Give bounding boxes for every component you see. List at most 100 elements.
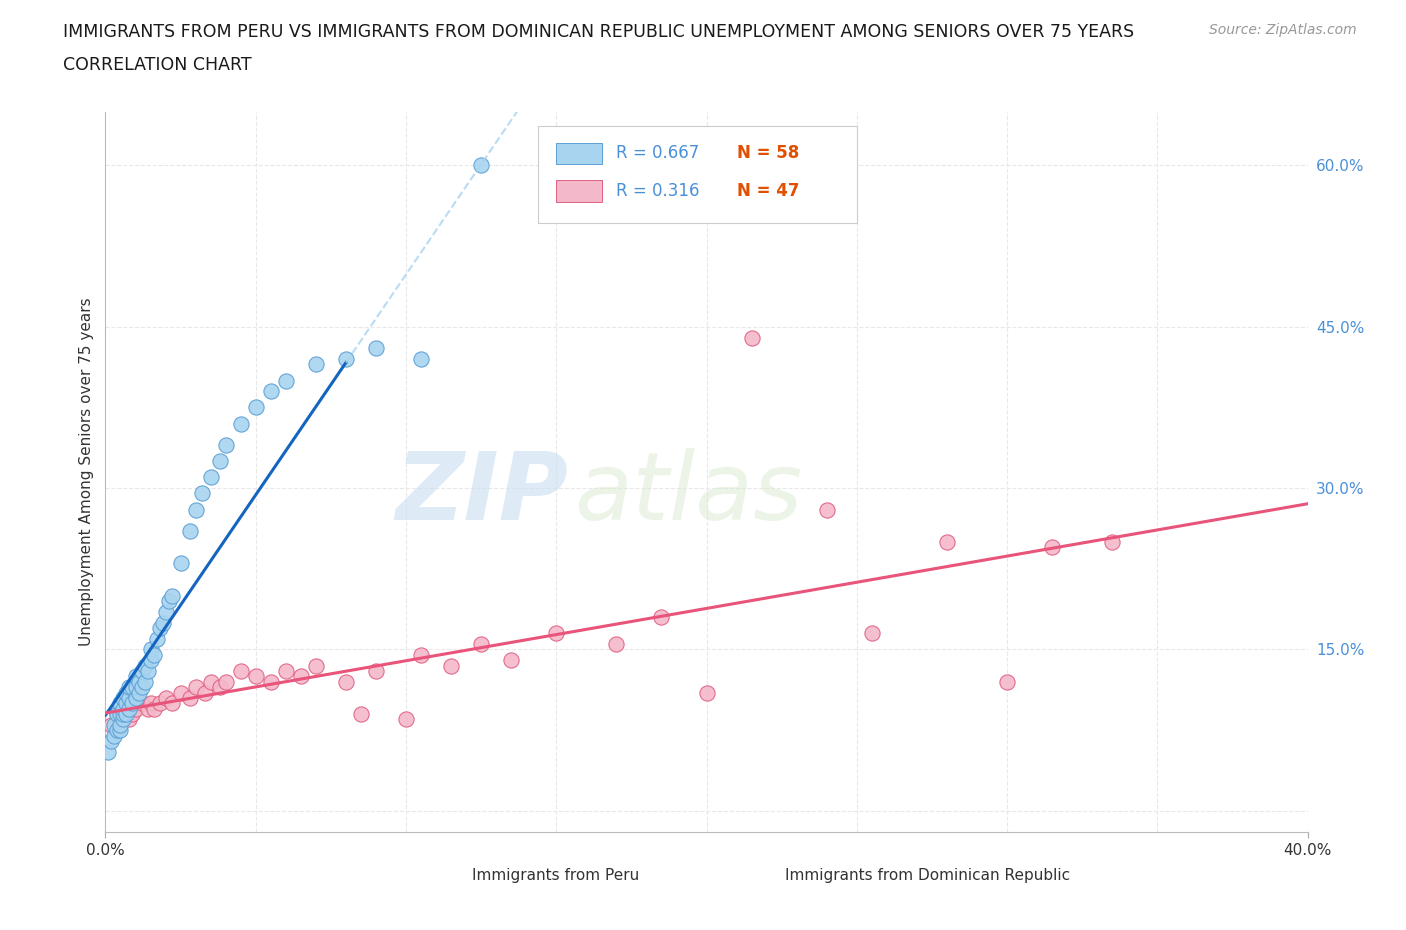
Text: R = 0.316: R = 0.316	[616, 182, 700, 200]
Point	[335, 674, 357, 689]
Point	[145, 631, 167, 646]
Point	[229, 416, 252, 431]
Point	[134, 658, 156, 673]
Point	[128, 674, 150, 689]
Point	[815, 502, 838, 517]
Point	[139, 696, 162, 711]
Point	[440, 658, 463, 673]
Point	[995, 674, 1018, 689]
Point	[103, 728, 125, 743]
Point	[696, 685, 718, 700]
Point	[112, 707, 135, 722]
Point	[103, 717, 125, 732]
Point	[274, 373, 297, 388]
Point	[124, 680, 146, 695]
Point	[128, 685, 150, 700]
Point	[305, 658, 328, 673]
Point	[190, 486, 212, 501]
Point	[470, 158, 492, 173]
Point	[139, 653, 162, 668]
Point	[124, 701, 146, 716]
Point	[131, 663, 153, 678]
Point	[110, 717, 132, 732]
Point	[124, 690, 146, 705]
Point	[184, 502, 207, 517]
Point	[121, 696, 143, 711]
FancyBboxPatch shape	[425, 869, 463, 884]
Point	[245, 400, 267, 415]
Point	[131, 680, 153, 695]
Point	[139, 642, 162, 657]
Point	[107, 707, 129, 722]
Point	[546, 626, 568, 641]
Point	[200, 470, 222, 485]
Point	[115, 685, 138, 700]
Point	[118, 690, 141, 705]
Point	[148, 696, 170, 711]
Point	[118, 680, 141, 695]
Point	[148, 620, 170, 635]
FancyBboxPatch shape	[557, 180, 602, 202]
Point	[936, 535, 959, 550]
Text: ZIP: ZIP	[395, 447, 568, 539]
Point	[305, 357, 328, 372]
Point	[208, 454, 231, 469]
Point	[194, 685, 217, 700]
Point	[157, 593, 180, 608]
FancyBboxPatch shape	[737, 869, 775, 884]
Point	[409, 647, 432, 662]
Point	[118, 712, 141, 727]
Point	[200, 674, 222, 689]
Point	[179, 690, 201, 705]
Point	[160, 589, 183, 604]
Point	[110, 707, 132, 722]
Point	[152, 615, 174, 630]
Point	[169, 556, 191, 571]
Point	[112, 707, 135, 722]
Text: Source: ZipAtlas.com: Source: ZipAtlas.com	[1209, 23, 1357, 37]
Point	[229, 663, 252, 678]
Point	[409, 352, 432, 366]
Point	[100, 717, 122, 732]
Point	[115, 696, 138, 711]
Y-axis label: Unemployment Among Seniors over 75 years: Unemployment Among Seniors over 75 years	[79, 298, 94, 646]
Point	[134, 674, 156, 689]
Text: N = 47: N = 47	[737, 182, 799, 200]
FancyBboxPatch shape	[557, 142, 602, 165]
Point	[112, 712, 135, 727]
Point	[118, 701, 141, 716]
Text: Immigrants from Peru: Immigrants from Peru	[472, 868, 640, 884]
Point	[214, 674, 236, 689]
Point	[501, 653, 523, 668]
Point	[290, 669, 312, 684]
Point	[470, 637, 492, 652]
Point	[100, 734, 122, 749]
Point	[650, 610, 672, 625]
Point	[107, 707, 129, 722]
Point	[260, 674, 283, 689]
Point	[97, 744, 120, 759]
Point	[136, 663, 159, 678]
Point	[214, 438, 236, 453]
Point	[160, 696, 183, 711]
Point	[245, 669, 267, 684]
Point	[110, 723, 132, 737]
Point	[107, 723, 129, 737]
Point	[115, 707, 138, 722]
Point	[142, 701, 165, 716]
Point	[112, 701, 135, 716]
Point	[364, 340, 387, 355]
Point	[121, 707, 143, 722]
Point	[260, 384, 283, 399]
Point	[184, 680, 207, 695]
Point	[110, 696, 132, 711]
Point	[208, 680, 231, 695]
Point	[115, 701, 138, 716]
Point	[131, 696, 153, 711]
Point	[860, 626, 883, 641]
Point	[274, 663, 297, 678]
Point	[560, 158, 582, 173]
Text: N = 58: N = 58	[737, 144, 799, 163]
Point	[1101, 535, 1123, 550]
Point	[364, 663, 387, 678]
